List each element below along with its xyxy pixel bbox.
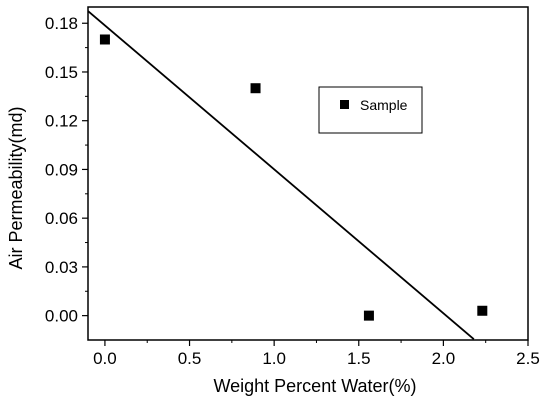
data-point [363, 310, 374, 321]
data-point [99, 34, 110, 45]
x-axis-title: Weight Percent Water(%) [213, 376, 416, 396]
fit-line [87, 10, 475, 340]
data-points [99, 34, 488, 321]
y-tick-label: 0.03 [45, 258, 78, 277]
y-axis-title: Air Permeability(md) [6, 106, 26, 269]
legend: Sample [318, 86, 423, 134]
y-tick-label: 0.18 [45, 14, 78, 33]
fit-line-group [87, 10, 475, 340]
legend-entry-label: Sample [360, 97, 408, 113]
x-tick-label: 0.0 [93, 349, 117, 368]
x-tick-label: 2.5 [516, 349, 540, 368]
x-tick-label: 0.5 [178, 349, 202, 368]
x-tick-label: 1.0 [262, 349, 286, 368]
y-tick-label: 0.00 [45, 307, 78, 326]
data-point [477, 305, 488, 316]
legend-box [318, 86, 423, 134]
y-tick-label: 0.12 [45, 112, 78, 131]
y-tick-label: 0.09 [45, 160, 78, 179]
y-tick-label: 0.15 [45, 63, 78, 82]
y-tick-label: 0.06 [45, 209, 78, 228]
x-tick-label: 1.5 [347, 349, 371, 368]
plot-area-border [87, 6, 529, 341]
axis-ticks: 0.0 0.5 1.0 1.5 2.0 2.5 0.00 0.03 0.06 0.09 0.12 0.… [45, 14, 540, 368]
legend-marker [340, 100, 349, 109]
plot-frame [87, 6, 529, 341]
data-point [250, 83, 261, 94]
x-tick-label: 2.0 [432, 349, 456, 368]
